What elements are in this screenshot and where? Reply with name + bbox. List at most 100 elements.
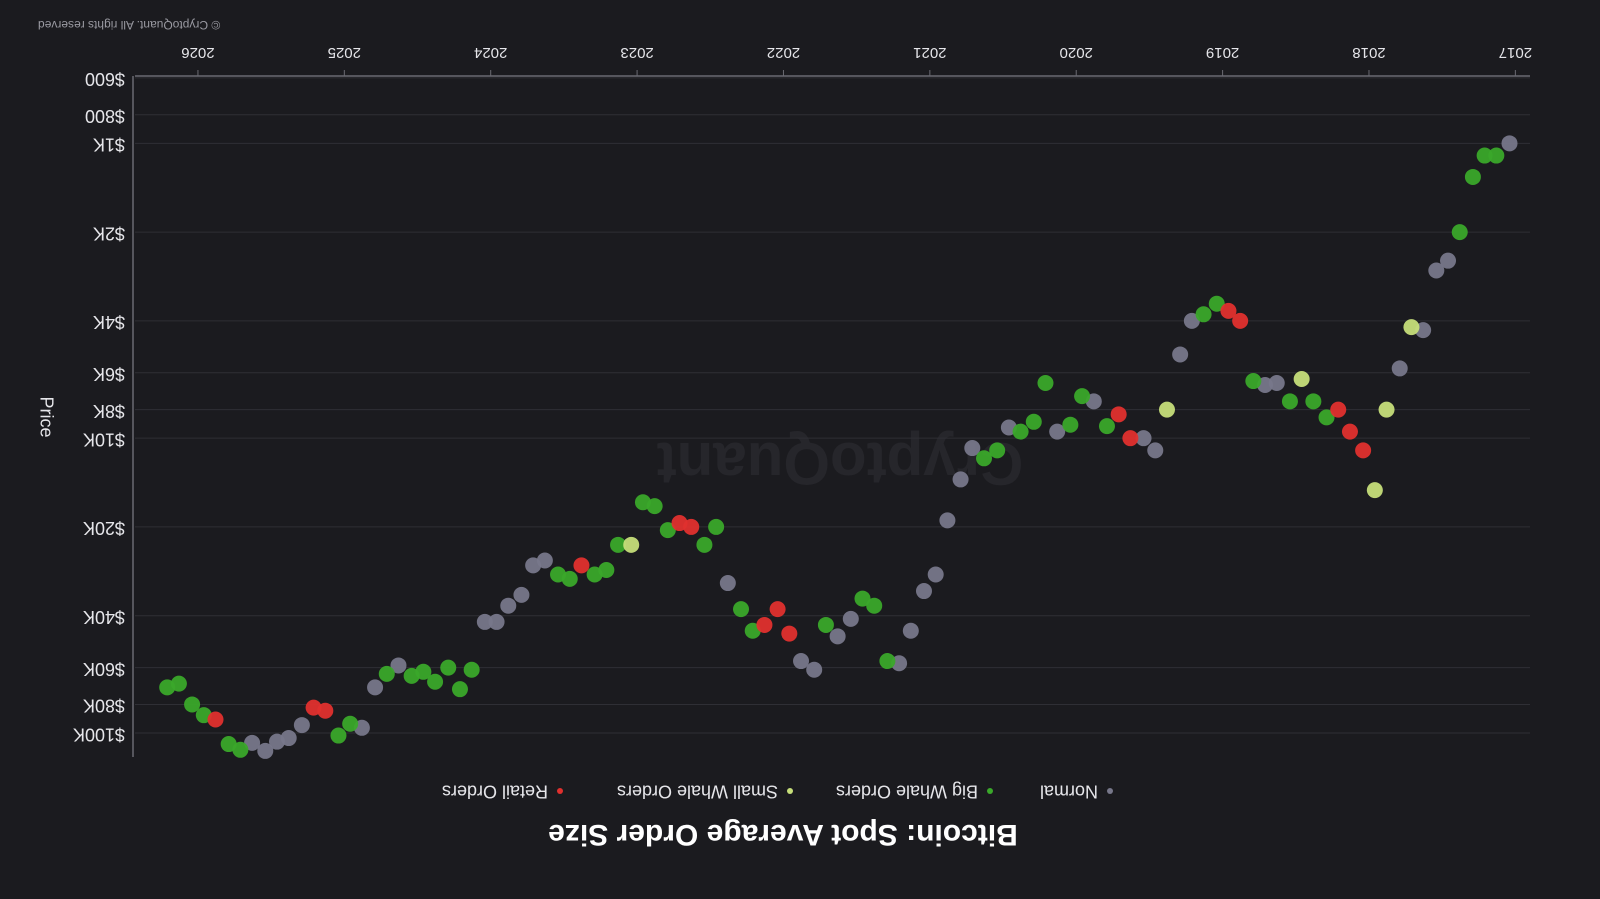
y-tick-label: $10K	[83, 429, 125, 449]
data-point	[1318, 409, 1335, 426]
data-point	[184, 696, 201, 713]
data-point	[378, 665, 395, 682]
data-point	[207, 711, 224, 728]
data-point	[719, 575, 736, 592]
data-point	[1366, 482, 1383, 499]
data-point	[623, 536, 640, 553]
data-point	[610, 536, 627, 553]
data-point	[513, 586, 530, 603]
data-point	[671, 515, 688, 532]
data-point	[806, 661, 823, 678]
data-point	[1378, 401, 1395, 418]
data-point	[1158, 401, 1175, 418]
legend-marker	[987, 788, 993, 794]
x-tick-label: 2023	[620, 44, 653, 61]
x-tick-label: 2025	[328, 44, 361, 61]
data-point	[756, 616, 773, 633]
data-point	[1341, 423, 1358, 440]
x-tick-label: 2019	[1206, 44, 1239, 61]
y-tick-label: $20K	[83, 518, 125, 538]
data-point	[1172, 346, 1189, 363]
data-point	[1098, 418, 1115, 435]
legend-marker	[1107, 788, 1113, 794]
y-tick-label: $60K	[83, 659, 125, 679]
data-point	[1122, 430, 1139, 447]
data-point	[1062, 416, 1079, 433]
watermark: CryptoQuant	[657, 430, 1024, 497]
x-tick-label: 2017	[1499, 44, 1532, 61]
data-point	[817, 616, 834, 633]
data-point	[1195, 306, 1212, 323]
y-tick-label: $1K	[93, 135, 125, 155]
x-tick-label: 2021	[913, 44, 946, 61]
data-point	[1488, 147, 1505, 164]
data-point	[829, 628, 846, 645]
x-tick-label: 2018	[1352, 44, 1385, 61]
data-point	[1025, 413, 1042, 430]
data-point	[1135, 430, 1152, 447]
y-tick-label: $80K	[83, 696, 125, 716]
data-point	[1049, 423, 1066, 440]
data-point	[488, 613, 505, 630]
data-point	[854, 590, 871, 607]
data-point	[915, 583, 932, 600]
data-point	[476, 613, 493, 630]
data-point	[1208, 295, 1225, 312]
data-point	[293, 717, 310, 734]
data-point	[390, 657, 407, 674]
data-point	[866, 597, 883, 614]
data-point	[159, 679, 176, 696]
data-point	[500, 597, 517, 614]
y-tick-label: $800	[85, 106, 125, 126]
data-point	[964, 440, 981, 457]
data-point	[1403, 319, 1420, 336]
data-point	[1074, 388, 1091, 405]
data-point	[525, 557, 542, 574]
data-point	[733, 601, 750, 618]
data-point	[440, 659, 457, 676]
data-point	[1476, 147, 1493, 164]
legend-label: Normal	[1040, 781, 1098, 801]
legend-label: Small Whale Orders	[617, 781, 778, 801]
data-point	[244, 734, 261, 751]
y-tick-label: $40K	[83, 607, 125, 627]
data-point	[1281, 393, 1298, 410]
data-point	[879, 653, 896, 670]
data-point	[781, 625, 798, 642]
y-tick-label: $2K	[93, 223, 125, 243]
data-point	[793, 653, 810, 670]
data-point	[427, 673, 444, 690]
y-tick-label: $6K	[93, 364, 125, 384]
data-point	[305, 699, 322, 716]
data-point	[769, 601, 786, 618]
data-point	[1305, 393, 1322, 410]
data-point	[1391, 360, 1408, 377]
data-point	[1428, 262, 1445, 279]
data-point	[1220, 302, 1237, 319]
data-point	[1012, 423, 1029, 440]
data-point	[330, 727, 347, 744]
data-point	[708, 518, 725, 535]
legend-label: Big Whale Orders	[836, 781, 978, 801]
x-tick-label: 2020	[1060, 44, 1093, 61]
x-tick-label: 2022	[767, 44, 800, 61]
y-tick-label: $100K	[73, 724, 125, 744]
x-tick-label: 2024	[474, 44, 507, 61]
data-point	[659, 522, 676, 539]
data-point	[257, 742, 274, 759]
data-point	[220, 736, 237, 753]
y-axis-label: Price	[36, 396, 56, 437]
data-point	[550, 566, 567, 583]
data-point	[1464, 168, 1481, 185]
data-point	[1501, 135, 1518, 152]
y-tick-label: $600	[85, 69, 125, 89]
data-point	[586, 566, 603, 583]
data-point	[451, 681, 468, 698]
data-point	[842, 610, 859, 627]
data-point	[939, 512, 956, 529]
data-point	[1293, 371, 1310, 388]
data-point	[1037, 375, 1054, 392]
data-point	[367, 679, 384, 696]
